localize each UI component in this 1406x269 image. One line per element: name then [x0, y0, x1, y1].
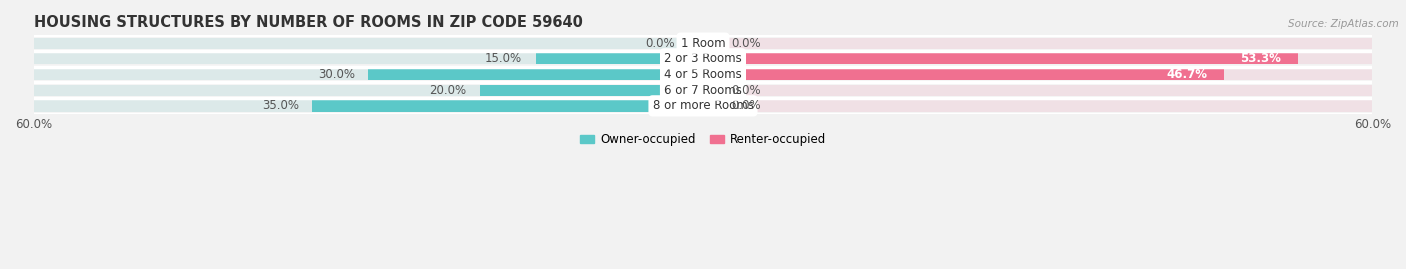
Text: HOUSING STRUCTURES BY NUMBER OF ROOMS IN ZIP CODE 59640: HOUSING STRUCTURES BY NUMBER OF ROOMS IN…: [34, 15, 582, 30]
Bar: [703, 53, 1372, 65]
Bar: [34, 38, 703, 49]
Text: 0.0%: 0.0%: [731, 37, 761, 50]
Text: 30.0%: 30.0%: [318, 68, 354, 81]
Text: 15.0%: 15.0%: [485, 52, 522, 65]
Bar: [34, 84, 703, 96]
Text: 4 or 5 Rooms: 4 or 5 Rooms: [664, 68, 742, 81]
Text: 2 or 3 Rooms: 2 or 3 Rooms: [664, 52, 742, 65]
Bar: [703, 100, 1372, 112]
Bar: [703, 84, 1372, 96]
Bar: [34, 100, 703, 112]
Bar: [703, 53, 1298, 65]
Text: 35.0%: 35.0%: [262, 99, 299, 112]
Text: 6 or 7 Rooms: 6 or 7 Rooms: [664, 84, 742, 97]
Bar: [34, 53, 703, 65]
Text: 0.0%: 0.0%: [731, 84, 761, 97]
Bar: [703, 69, 1225, 80]
Text: 0.0%: 0.0%: [645, 37, 675, 50]
Bar: [703, 38, 1372, 49]
Bar: [479, 84, 703, 96]
Bar: [703, 69, 1372, 80]
Legend: Owner-occupied, Renter-occupied: Owner-occupied, Renter-occupied: [575, 129, 831, 151]
Bar: [536, 53, 703, 65]
Text: 53.3%: 53.3%: [1240, 52, 1281, 65]
Bar: [312, 100, 703, 112]
Text: 0.0%: 0.0%: [731, 99, 761, 112]
Bar: [368, 69, 703, 80]
Text: 20.0%: 20.0%: [429, 84, 467, 97]
Text: 46.7%: 46.7%: [1167, 68, 1208, 81]
Bar: [34, 69, 703, 80]
Text: Source: ZipAtlas.com: Source: ZipAtlas.com: [1288, 19, 1399, 29]
Text: 1 Room: 1 Room: [681, 37, 725, 50]
Text: 8 or more Rooms: 8 or more Rooms: [652, 99, 754, 112]
